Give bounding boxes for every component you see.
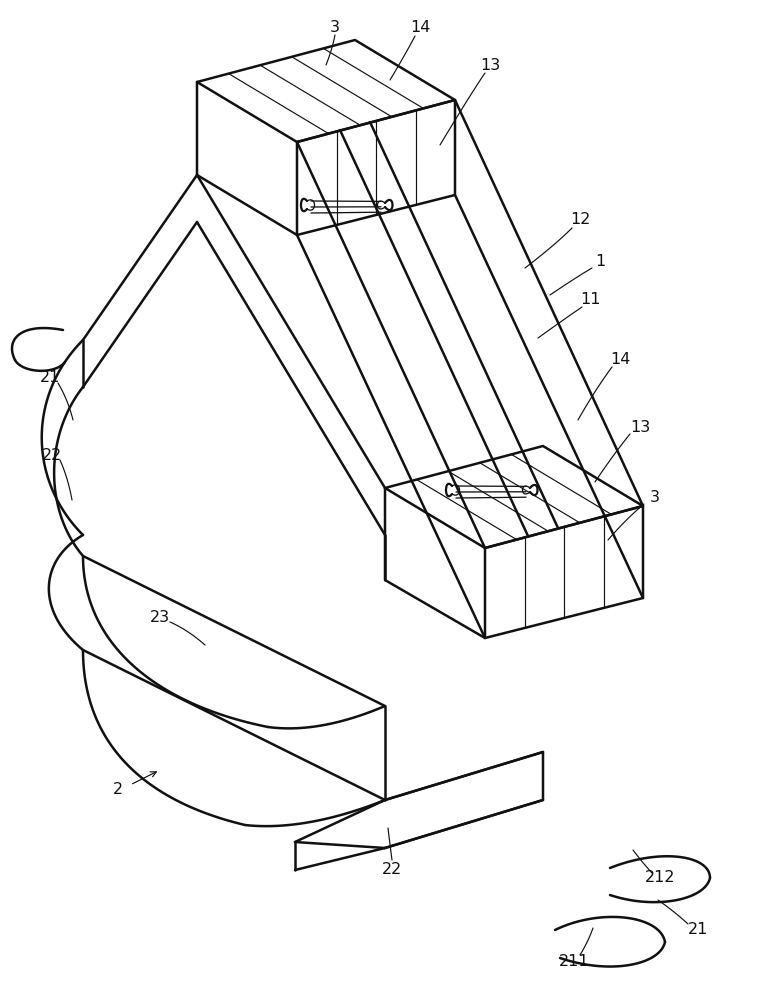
Text: 12: 12 xyxy=(570,213,590,228)
Text: 23: 23 xyxy=(150,610,170,626)
Text: 14: 14 xyxy=(610,353,630,367)
Text: 3: 3 xyxy=(330,20,340,35)
Text: 11: 11 xyxy=(580,292,601,308)
Text: 13: 13 xyxy=(480,57,500,73)
Text: 13: 13 xyxy=(630,420,650,436)
Text: 1: 1 xyxy=(595,254,605,269)
Text: 22: 22 xyxy=(382,862,402,878)
Text: 14: 14 xyxy=(410,20,430,35)
Text: 3: 3 xyxy=(650,490,660,506)
Text: 22: 22 xyxy=(42,448,62,462)
Text: 21: 21 xyxy=(40,370,60,385)
Text: 2: 2 xyxy=(113,782,123,798)
Text: 212: 212 xyxy=(645,870,675,886)
Text: 21: 21 xyxy=(688,922,708,938)
Text: 211: 211 xyxy=(558,954,589,970)
